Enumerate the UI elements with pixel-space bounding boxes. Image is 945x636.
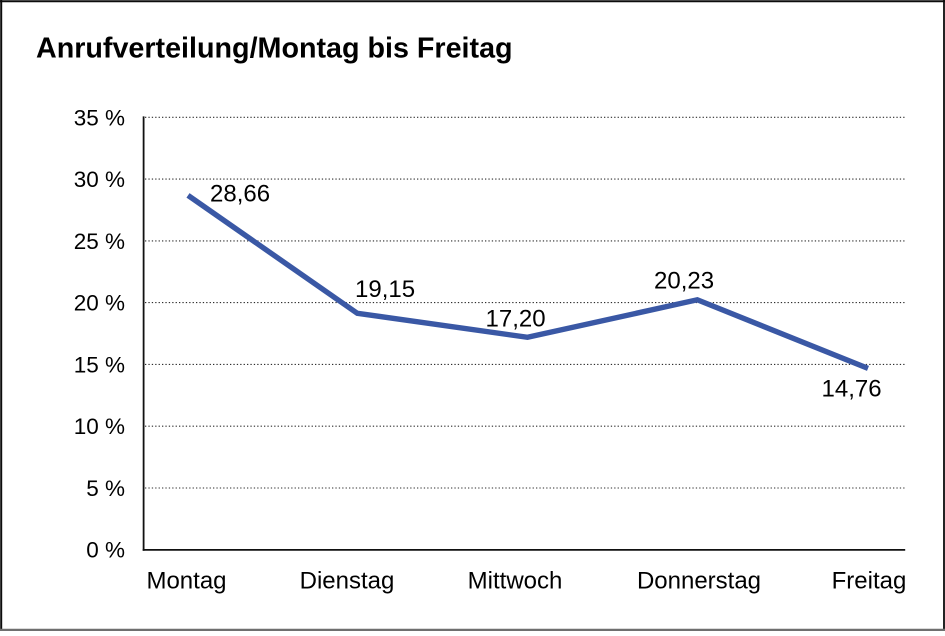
svg-text:30 %: 30 %: [74, 167, 125, 192]
svg-text:Dienstag: Dienstag: [300, 567, 395, 594]
svg-text:20,23: 20,23: [654, 268, 714, 295]
svg-text:Donnerstag: Donnerstag: [637, 567, 761, 594]
svg-text:15 %: 15 %: [74, 352, 125, 377]
svg-text:5 %: 5 %: [86, 476, 125, 501]
svg-text:10 %: 10 %: [74, 414, 125, 439]
svg-text:0 %: 0 %: [86, 538, 125, 563]
svg-text:Anrufverteilung/Montag bis Fre: Anrufverteilung/Montag bis Freitag: [36, 33, 513, 65]
svg-text:17,20: 17,20: [486, 306, 546, 333]
svg-text:35 %: 35 %: [74, 105, 125, 130]
svg-text:Mittwoch: Mittwoch: [468, 567, 563, 594]
svg-text:28,66: 28,66: [210, 180, 270, 207]
svg-text:Freitag: Freitag: [832, 567, 907, 594]
svg-text:Montag: Montag: [146, 567, 226, 594]
svg-text:20 %: 20 %: [74, 291, 125, 316]
svg-text:19,15: 19,15: [355, 276, 415, 303]
svg-text:14,76: 14,76: [822, 376, 882, 403]
svg-text:25 %: 25 %: [74, 229, 125, 254]
